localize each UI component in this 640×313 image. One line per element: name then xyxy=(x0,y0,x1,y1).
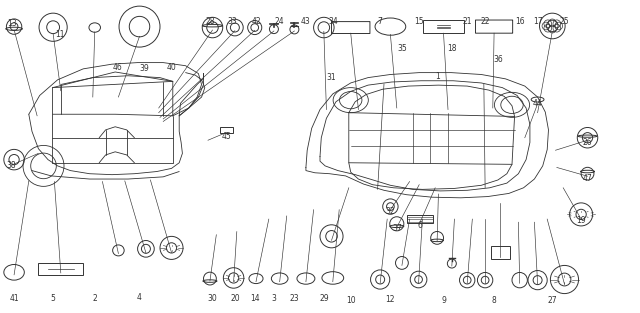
Text: 26: 26 xyxy=(582,138,593,147)
Text: 8: 8 xyxy=(492,296,497,305)
Text: 7: 7 xyxy=(378,17,383,26)
Text: 9: 9 xyxy=(441,296,446,305)
Text: 15: 15 xyxy=(413,17,424,26)
Text: 34: 34 xyxy=(328,17,338,26)
Text: 11: 11 xyxy=(55,30,64,39)
Text: 10: 10 xyxy=(346,296,356,305)
Text: 19: 19 xyxy=(576,216,586,225)
Text: 45: 45 xyxy=(221,132,232,141)
Text: 17: 17 xyxy=(532,17,543,26)
Bar xyxy=(407,215,433,223)
Text: 13: 13 xyxy=(6,19,17,28)
Text: 3: 3 xyxy=(271,295,276,303)
Text: 40: 40 xyxy=(166,63,177,72)
Text: 21: 21 xyxy=(463,17,472,26)
Text: 27: 27 xyxy=(547,296,557,305)
Bar xyxy=(38,263,83,275)
Text: 30: 30 xyxy=(207,295,218,303)
Text: 1: 1 xyxy=(435,72,440,80)
Text: 23: 23 xyxy=(289,295,300,303)
Text: 24: 24 xyxy=(275,17,285,26)
Text: 42: 42 xyxy=(251,17,261,26)
Text: 32: 32 xyxy=(385,207,396,216)
Text: 4: 4 xyxy=(137,294,142,302)
Bar xyxy=(422,20,465,33)
Text: 43: 43 xyxy=(301,17,311,26)
Text: 2: 2 xyxy=(92,295,97,303)
Text: 20: 20 xyxy=(230,295,240,303)
Text: 6: 6 xyxy=(417,221,422,230)
Text: 16: 16 xyxy=(515,17,525,26)
Text: 28: 28 xyxy=(205,17,214,26)
Text: 31: 31 xyxy=(326,73,337,82)
Text: 25: 25 xyxy=(559,17,570,26)
Bar xyxy=(220,127,233,133)
Text: 47: 47 xyxy=(582,174,593,183)
Text: 35: 35 xyxy=(397,44,407,53)
Text: 22: 22 xyxy=(481,17,490,26)
Bar xyxy=(491,246,510,259)
Text: 44: 44 xyxy=(532,99,543,108)
Text: 41: 41 xyxy=(9,295,19,303)
Text: 12: 12 xyxy=(386,295,395,304)
Text: 14: 14 xyxy=(250,295,260,303)
Text: 5: 5 xyxy=(51,295,56,303)
Text: 29: 29 xyxy=(319,295,329,303)
Text: 18: 18 xyxy=(447,44,456,53)
Text: 39: 39 xyxy=(139,64,149,73)
Text: 46: 46 xyxy=(112,63,122,72)
Text: 37: 37 xyxy=(392,224,402,233)
Text: 36: 36 xyxy=(493,55,503,64)
Text: 33: 33 xyxy=(227,17,237,26)
Text: 38: 38 xyxy=(6,162,17,170)
